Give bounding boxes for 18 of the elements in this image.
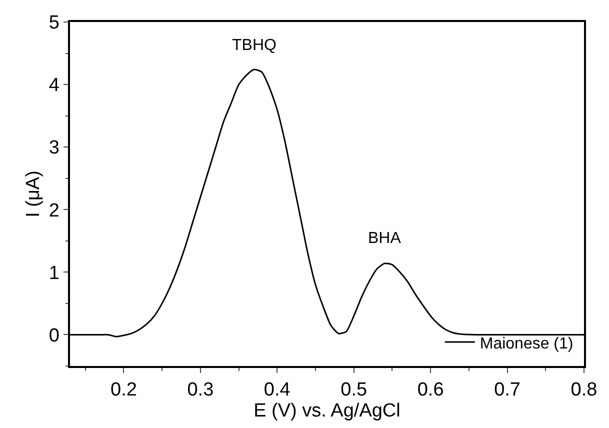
y-tick-label: 4: [48, 75, 60, 96]
x-axis-title: E (V) vs. Ag/AgCl: [254, 400, 400, 422]
y-tick-label: 3: [48, 138, 60, 159]
x-tick-label: 0.7: [494, 380, 520, 401]
annotation: BHA: [368, 230, 402, 247]
y-tick-label: 1: [48, 262, 60, 284]
x-tick-label: 0.5: [340, 380, 368, 401]
y-tick-label: 5: [48, 12, 60, 34]
y-axis-title: I (μA): [23, 170, 44, 218]
y-tick-label: 0: [48, 325, 60, 346]
annotation: TBHQ: [232, 37, 276, 54]
legend-label: Maionese (1): [480, 335, 574, 352]
x-tick-label: 0.3: [187, 380, 214, 401]
x-tick-label: 0.2: [110, 380, 137, 401]
x-tick-label: 0.8: [570, 380, 598, 401]
y-tick-label: 2: [48, 200, 60, 222]
x-tick-label: 0.6: [417, 380, 444, 401]
x-tick-label: 0.4: [264, 380, 291, 401]
